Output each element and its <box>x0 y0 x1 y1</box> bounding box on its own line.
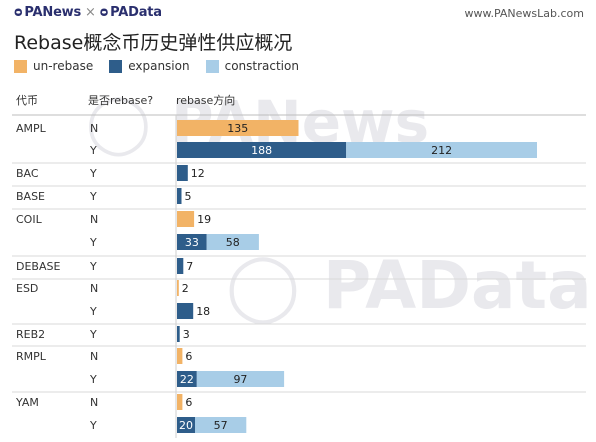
token-label: AMPL <box>16 122 47 135</box>
data-label: 12 <box>191 167 205 180</box>
column-header: rebase方向 <box>176 93 235 107</box>
chart-title: Rebase概念币历史弹性供应概况 <box>14 32 293 54</box>
bar-un-rebase <box>177 348 183 364</box>
token-label: BAC <box>16 167 39 180</box>
token-label: COIL <box>16 213 43 226</box>
data-label: 5 <box>185 190 192 203</box>
legend-item-constraction: constraction <box>205 59 299 73</box>
data-label: 188 <box>251 144 272 157</box>
bar-expansion <box>177 326 180 342</box>
legend-swatch-expansion <box>109 59 123 73</box>
data-label: 135 <box>227 122 248 135</box>
token-label: ESD <box>16 282 38 295</box>
bar-expansion <box>177 303 194 319</box>
data-label: 2 <box>182 282 189 295</box>
legend-item-un-rebase: un-rebase <box>14 59 93 73</box>
data-label: 3 <box>183 328 190 341</box>
bar-expansion <box>177 142 347 158</box>
data-label: 19 <box>197 213 211 226</box>
rebase-flag: Y <box>89 167 97 180</box>
token-label: BASE <box>16 190 45 203</box>
legend-label-constraction: constraction <box>224 59 299 73</box>
rebase-flag: Y <box>89 236 97 249</box>
data-label: 97 <box>233 373 247 386</box>
rebase-flag: N <box>90 213 98 226</box>
data-label: 22 <box>180 373 194 386</box>
token-label: YAM <box>15 396 39 409</box>
data-label: 33 <box>185 236 199 249</box>
data-label: 7 <box>186 260 193 273</box>
bar-constraction <box>195 417 247 433</box>
legend-swatch-constraction <box>205 59 219 73</box>
bar-un-rebase <box>177 211 195 227</box>
panews-logo-icon: ᴑ <box>14 5 23 20</box>
bar-un-rebase <box>177 120 299 136</box>
bar-expansion <box>177 258 184 274</box>
rebase-flag: N <box>90 122 98 135</box>
data-label: 6 <box>185 396 192 409</box>
brand-logos: ᴑ PANews × ᴑ PAData <box>14 5 162 20</box>
header: ᴑ PANews × ᴑ PAData www.PANewsLab.com <box>0 0 596 26</box>
data-label: 57 <box>214 419 228 432</box>
bar-constraction <box>196 371 285 387</box>
legend-label-un-rebase: un-rebase <box>33 59 94 73</box>
bar-expansion <box>177 371 197 387</box>
column-header: 是否rebase? <box>88 94 153 107</box>
logo-separator: × <box>85 5 96 20</box>
data-label: 18 <box>196 305 210 318</box>
panews-logo-text: PANews <box>24 5 82 20</box>
token-label: DEBASE <box>16 260 60 273</box>
rebase-flag: N <box>90 396 98 409</box>
bar-constraction <box>206 234 259 250</box>
legend-label-expansion: expansion <box>128 59 190 73</box>
bar-expansion <box>177 417 195 433</box>
token-label: REB2 <box>16 328 45 341</box>
padata-logo-icon: ᴑ <box>99 5 109 20</box>
rebase-flag: Y <box>89 373 97 386</box>
bar-un-rebase <box>177 280 179 296</box>
rebase-flag: Y <box>89 419 97 432</box>
watermark-text: ◯ PAData <box>226 247 592 325</box>
data-label: 58 <box>226 236 240 249</box>
legend-swatch-un-rebase <box>14 59 27 73</box>
rebase-flag: Y <box>89 328 97 341</box>
data-label: 20 <box>179 419 193 432</box>
rebase-flag: N <box>90 350 98 363</box>
data-label: 6 <box>185 350 192 363</box>
bar-expansion <box>177 234 207 250</box>
rebase-flag: Y <box>89 190 97 203</box>
padata-logo-text: PAData <box>110 5 162 20</box>
site-url[interactable]: www.PANewsLab.com <box>464 7 585 20</box>
legend-item-expansion: expansion <box>109 59 190 73</box>
rebase-flag: N <box>90 282 98 295</box>
rebase-flag: Y <box>89 260 97 273</box>
column-header: 代币 <box>16 94 38 107</box>
bar-expansion <box>177 165 188 181</box>
data-label: 212 <box>431 144 452 157</box>
rebase-flag: Y <box>89 305 97 318</box>
bar-constraction <box>346 142 537 158</box>
rebase-flag: Y <box>89 144 97 157</box>
legend: un-rebase expansion constraction <box>14 57 315 75</box>
bar-expansion <box>177 188 182 204</box>
token-label: RMPL <box>16 350 47 363</box>
bar-un-rebase <box>177 394 183 410</box>
